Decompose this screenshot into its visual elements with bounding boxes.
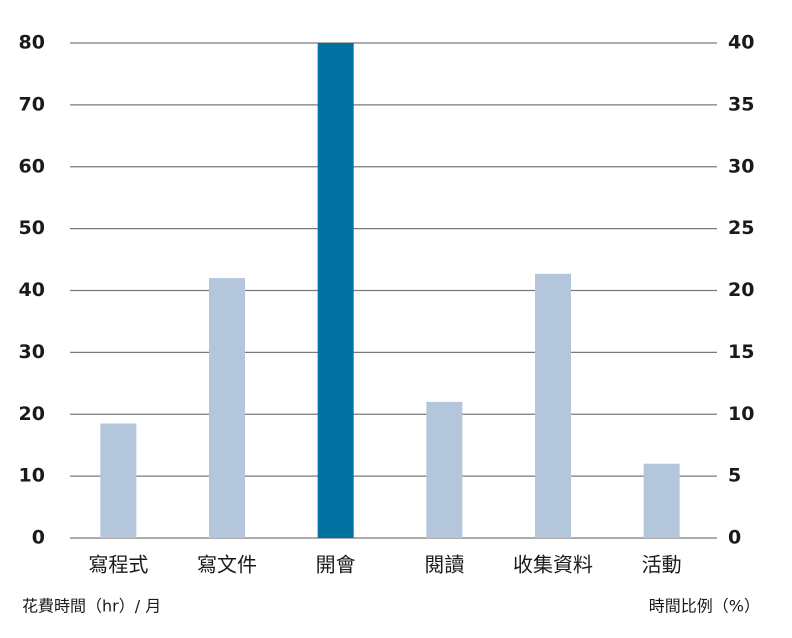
y2-tick-label: 40 — [728, 32, 754, 54]
y2-tick-label: 5 — [728, 465, 741, 487]
y2-tick-label: 25 — [728, 217, 754, 239]
x-tick-label: 寫程式 — [88, 553, 148, 577]
bar — [317, 43, 354, 538]
y-tick-label: 50 — [19, 217, 45, 239]
bar — [100, 423, 137, 538]
y-tick-label: 70 — [19, 93, 45, 115]
y-tick-label: 0 — [32, 527, 45, 549]
y2-tick-label: 0 — [728, 527, 741, 549]
y-tick-label: 40 — [19, 279, 45, 301]
x-tick-label: 閱讀 — [424, 553, 464, 577]
bar — [209, 278, 245, 538]
y2-tick-label: 20 — [728, 279, 754, 301]
bar — [426, 401, 463, 538]
bar — [535, 273, 571, 538]
x-tick-label: 寫文件 — [197, 553, 257, 577]
y2-tick-label: 15 — [728, 341, 754, 363]
bar — [643, 463, 680, 538]
y2-tick-label: 35 — [728, 93, 754, 115]
y2-axis-label: 時間比例（%） — [649, 597, 760, 616]
y-tick-label: 20 — [19, 403, 45, 425]
y-tick-label: 80 — [19, 32, 45, 54]
y-axis-label: 花費時間（hr）/ 月 — [22, 597, 161, 616]
y-tick-label: 60 — [19, 155, 45, 177]
x-tick-label: 開會 — [316, 553, 356, 577]
x-tick-label: 收集資料 — [513, 553, 593, 577]
y2-tick-label: 30 — [728, 155, 754, 177]
x-tick-label: 活動 — [642, 553, 682, 577]
y2-tick-label: 10 — [728, 403, 754, 425]
y-tick-label: 30 — [19, 341, 45, 363]
y-tick-label: 10 — [19, 465, 45, 487]
